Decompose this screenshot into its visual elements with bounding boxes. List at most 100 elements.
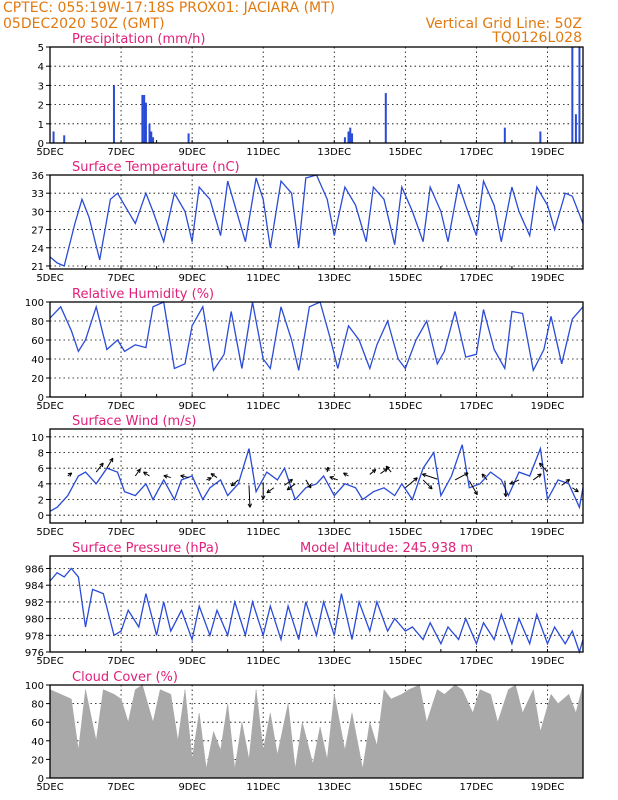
y-tick-label: 10 [31,433,44,444]
wind-arrow [422,473,438,480]
x-tick-label: 13DEC [317,782,351,793]
precip-bar [349,127,352,143]
y-tick-label: 4 [38,480,44,491]
y-tick-label: 984 [25,581,44,592]
wind-arrow [134,468,141,477]
y-tick-label: 0 [38,774,44,785]
y-tick-label: 8 [38,449,44,460]
wind-arrow-head [67,472,73,477]
x-tick-label: 15DEC [388,782,422,793]
wind-arrow-head [503,492,508,497]
x-tick-label: 19DEC [531,401,565,412]
x-tick-label: 13DEC [317,401,351,412]
wind-arrow [106,457,114,469]
chart-temp: Surface Temperature (nC) 21 24 27 30 33 36 5DEC… [31,160,584,284]
x-tick-label: 9DEC [178,656,205,667]
chart-title: Surface Wind (m/s) [72,414,196,429]
precip-bar [63,135,66,143]
wind-arrow [539,462,548,473]
wind-arrow-head [207,477,212,482]
x-tick-label: 15DEC [388,401,422,412]
wind-arrow [95,462,104,473]
x-tick-label: 13DEC [317,147,351,158]
x-tick-label: 5DEC [36,527,63,538]
wind-arrow [468,480,478,495]
wind-arrow [572,487,579,493]
x-tick-label: 15DEC [388,147,422,158]
y-tick-label: 976 [25,648,44,659]
x-tick-label: 7DEC [107,273,134,284]
y-tick-label: 60 [31,336,44,347]
x-tick-label: 15DEC [388,656,422,667]
x-tick-label: 11DEC [246,273,280,284]
x-tick-label: 5DEC [36,147,63,158]
wind-arrow-head [481,473,486,478]
wind-arrow [380,468,388,475]
chart-frame [49,555,584,653]
wind-arrow [329,476,338,481]
y-tick-label: 986 [25,565,44,576]
humidity-series-line [49,301,584,373]
y-tick-label: 100 [25,681,44,692]
x-tick-label: 13DEC [317,273,351,284]
x-tick-label: 7DEC [107,147,134,158]
y-tick-label: 978 [25,631,44,642]
wind-arrow-head [537,473,542,478]
y-tick-label: 40 [31,737,44,748]
wind-arrow-head [230,482,236,487]
precip-bar [187,133,190,143]
wind-arrow [369,469,377,475]
y-tick-label: 30 [31,207,44,218]
y-tick-label: 27 [31,226,44,237]
precip-bar [152,137,155,143]
x-tick-label: 19DEC [531,527,565,538]
y-tick-label: 0 [38,139,44,150]
x-tick-label: 5DEC [36,782,63,793]
x-tick-label: 17DEC [460,656,494,667]
x-tick-label: 19DEC [531,147,565,158]
wind-arrow [231,479,239,487]
chart-title: Surface Temperature (nC) [72,160,240,175]
wind-arrow-head [307,483,312,489]
x-tick-label: 5DEC [36,656,63,667]
chart-subtitle: Model Altitude: 245.938 m [300,541,473,556]
y-tick-label: 4 [38,62,44,73]
x-tick-label: 11DEC [246,147,280,158]
x-tick-label: 11DEC [246,656,280,667]
y-tick-label: 6 [38,464,44,475]
wind-arrow-head [538,462,544,468]
precip-bar [503,127,506,143]
y-tick-label: 24 [31,244,44,255]
precip-bar [384,93,387,143]
chart-title: Relative Humidity (%) [72,287,214,302]
x-tick-label: 13DEC [317,527,351,538]
x-tick-label: 7DEC [107,782,134,793]
wind-arrow [210,473,218,478]
wind-arrow-head [385,465,390,471]
chart-title: Precipitation (mm/h) [72,32,205,47]
chart-frame [49,684,584,779]
x-tick-label: 19DEC [531,273,565,284]
x-tick-label: 11DEC [246,782,280,793]
wind-arrow-head [428,484,433,490]
chart-frame [49,301,584,398]
wind-arrow [481,473,488,481]
run-date: 05DEC2020 50Z (GMT) [3,16,165,32]
x-tick-label: 9DEC [178,527,205,538]
wind-arrow-head [210,473,216,478]
y-tick-label: 60 [31,718,44,729]
y-tick-label: 0 [38,511,44,522]
wind-arrow-head [509,480,515,485]
x-tick-label: 17DEC [460,273,494,284]
y-tick-label: 982 [25,598,44,609]
precip-bar [539,131,542,143]
x-tick-label: 9DEC [178,401,205,412]
y-tick-label: 40 [31,355,44,366]
station-info: CPTEC: 055:19W-17:18S PROX01: JACIARA (M… [3,0,336,16]
wind-arrow [143,471,150,477]
precip-bar [150,131,153,143]
precip-bar [343,137,346,143]
wind-arrow-head [288,478,293,484]
x-tick-label: 11DEC [246,527,280,538]
precip-bar [148,123,151,143]
